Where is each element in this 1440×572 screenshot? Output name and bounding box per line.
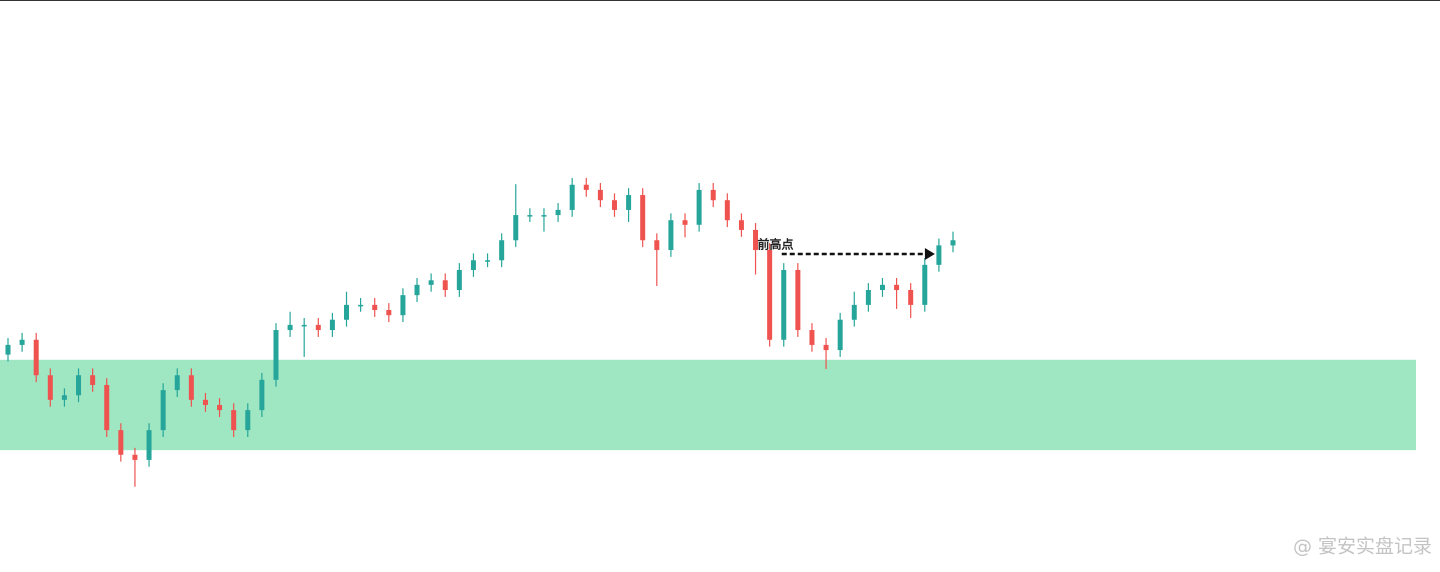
candle-body (174, 375, 180, 391)
candle-body (456, 269, 462, 291)
candle-body (442, 280, 448, 291)
candle-body (696, 189, 702, 225)
candle-body (682, 220, 688, 225)
candle-body (414, 284, 420, 296)
candle-body (541, 215, 547, 217)
candle-body (372, 304, 378, 311)
candle-body (738, 220, 744, 230)
arrow-head (924, 247, 935, 260)
candle-body (358, 304, 364, 307)
candle-body (231, 410, 237, 431)
candle-body (527, 215, 533, 217)
candle-body (428, 280, 434, 285)
candle-body (259, 379, 265, 411)
zone (0, 359, 1416, 451)
candle-body (118, 430, 124, 455)
candle-body (865, 290, 871, 305)
candle-body (710, 189, 716, 201)
candle-body (400, 295, 406, 316)
candle-body (837, 319, 843, 351)
candle-body (936, 245, 942, 265)
candle-body (851, 304, 857, 320)
candle-body (583, 184, 589, 190)
candle-body (273, 330, 279, 380)
candle-body (485, 260, 491, 262)
annotation-label: 前高点 (758, 236, 794, 251)
candle-body (654, 240, 660, 250)
note-layer: 前高点 (758, 236, 935, 260)
candle-body (188, 375, 194, 400)
watermark: @ 宴安实盘记录 (1293, 535, 1432, 558)
candle-body (202, 399, 208, 405)
candle-body (569, 184, 575, 210)
candle-body (47, 375, 53, 400)
candle-body (5, 344, 11, 355)
candle-body (879, 284, 885, 291)
candle-body (104, 384, 110, 431)
candle-body (626, 195, 632, 210)
candle-body (33, 339, 39, 376)
candle-body (301, 324, 307, 327)
candle-body (668, 220, 674, 250)
candle-body (160, 390, 166, 431)
candle-body (809, 330, 815, 345)
candle-body (329, 319, 335, 331)
candle-body (894, 284, 900, 291)
candle-body (76, 375, 82, 396)
candle-body (908, 290, 914, 305)
candle-body (724, 200, 730, 221)
candle-body (217, 404, 223, 411)
candle-body (597, 189, 603, 201)
candle-body (61, 395, 67, 400)
candle-body (499, 240, 505, 261)
candle-body (132, 454, 138, 460)
candle-body (245, 410, 251, 431)
candle-body (555, 209, 561, 216)
candle-body (513, 215, 519, 241)
candle-body (781, 269, 787, 340)
candle-body (90, 375, 96, 385)
candle-body (19, 339, 25, 345)
candle-body (470, 260, 476, 270)
candle-body (950, 240, 956, 246)
candle-body (386, 310, 392, 316)
candle-body (344, 304, 350, 320)
candle-body (611, 200, 617, 210)
zone-layer (0, 359, 1416, 451)
candle-body (640, 195, 646, 241)
candle-body (795, 269, 801, 331)
candle-body (146, 430, 152, 460)
candle-body (823, 344, 829, 351)
candle-body (767, 249, 773, 340)
candle-body (922, 264, 928, 305)
candle-body (315, 324, 321, 331)
candle-body (753, 229, 759, 250)
candle-body (287, 324, 293, 331)
candle-layer (5, 177, 956, 487)
